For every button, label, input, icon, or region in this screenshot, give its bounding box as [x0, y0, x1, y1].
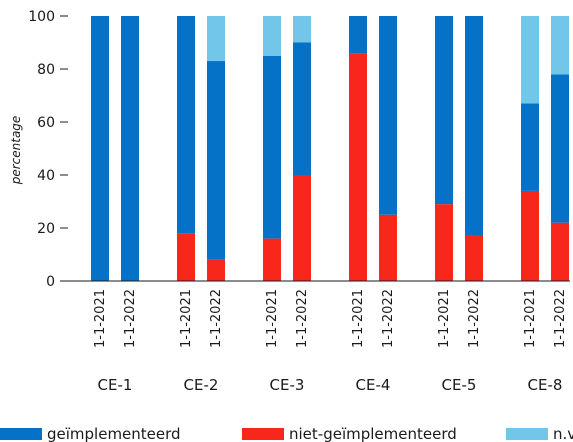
bars: [91, 16, 569, 281]
bar-segment-ce-3-0-s2: [263, 16, 281, 56]
group-label: CE-3: [270, 376, 305, 394]
y-axis: 0 20 40 60 80 100: [28, 9, 68, 290]
x-tick-label: 1-1-2021: [265, 289, 280, 348]
bar-segment-ce-3-1-s2: [293, 16, 311, 43]
x-tick-label: 1-1-2022: [209, 289, 224, 348]
group-labels: CE-1 CE-2 CE-3 CE-4 CE-5 CE-8: [98, 376, 563, 394]
group-label: CE-2: [184, 376, 219, 394]
y-tick-label: 0: [46, 274, 55, 290]
x-tick-label: 1-1-2021: [523, 289, 538, 348]
legend-swatch: [0, 428, 42, 440]
y-tick-label: 20: [37, 221, 55, 237]
x-tick-label: 1-1-2022: [467, 289, 482, 348]
bar-segment-ce-5-1-s1: [465, 16, 483, 236]
bar-segment-ce-4-0-s1: [349, 16, 367, 54]
legend: geïmplementeerd niet-geïmplementeerd n.v.t…: [0, 425, 573, 442]
legend-label: niet-geïmplementeerd: [289, 425, 457, 442]
bar-segment-ce-8-1-s1: [551, 74, 569, 223]
bar-segment-ce-2-0-s0: [177, 233, 195, 281]
bar-segment-ce-5-0-s1: [435, 16, 453, 205]
x-tick-label: 1-1-2022: [123, 289, 138, 348]
bar-segment-ce-8-1-s2: [551, 16, 569, 75]
group-label: CE-8: [528, 376, 563, 394]
bar-segment-ce-2-1-s0: [207, 259, 225, 281]
bar-segment-ce-3-0-s1: [263, 55, 281, 239]
y-tick-label: 100: [28, 9, 55, 25]
bar-segment-ce-4-1-s1: [379, 16, 397, 215]
bar-segment-ce-8-0-s1: [521, 103, 539, 191]
legend-swatch: [506, 428, 548, 440]
bar-segment-ce-2-1-s2: [207, 16, 225, 62]
y-tick-label: 40: [37, 168, 55, 184]
bar-segment-ce-8-0-s0: [521, 190, 539, 281]
y-tick-label: 60: [37, 115, 55, 131]
x-tick-label: 1-1-2021: [437, 289, 452, 348]
bar-segment-ce-8-1-s0: [551, 222, 569, 281]
y-axis-title: percentage: [9, 116, 23, 186]
y-tick-label: 80: [37, 62, 55, 78]
bar-segment-ce-1-0-s1: [91, 16, 109, 281]
legend-swatch: [242, 428, 284, 440]
x-tick-label: 1-1-2022: [381, 289, 396, 348]
x-tick-label: 1-1-2022: [295, 289, 310, 348]
bar-segment-ce-3-0-s0: [263, 238, 281, 281]
bar-segment-ce-2-1-s1: [207, 61, 225, 260]
group-label: CE-5: [442, 376, 477, 394]
bar-segment-ce-2-0-s1: [177, 16, 195, 234]
x-tick-label: 1-1-2021: [351, 289, 366, 348]
group-label: CE-1: [98, 376, 133, 394]
x-tick-label: 1-1-2022: [553, 289, 568, 348]
legend-label: n.v.t.: [553, 425, 573, 442]
group-label: CE-4: [356, 376, 391, 394]
bar-segment-ce-3-1-s0: [293, 175, 311, 281]
bar-segment-ce-3-1-s1: [293, 42, 311, 175]
x-tick-label: 1-1-2021: [179, 289, 194, 348]
bar-segment-ce-1-1-s1: [121, 16, 139, 281]
bar-segment-ce-8-0-s2: [521, 16, 539, 104]
bar-segment-ce-5-1-s0: [465, 235, 483, 281]
bar-segment-ce-4-1-s0: [379, 214, 397, 281]
legend-label: geïmplementeerd: [47, 425, 181, 442]
bar-segment-ce-4-0-s0: [349, 53, 367, 281]
bar-segment-ce-5-0-s0: [435, 204, 453, 281]
x-tick-labels: 1-1-2021 1-1-2022 1-1-2021 1-1-2022 1-1-2021…: [93, 289, 568, 348]
x-tick-label: 1-1-2021: [93, 289, 108, 348]
